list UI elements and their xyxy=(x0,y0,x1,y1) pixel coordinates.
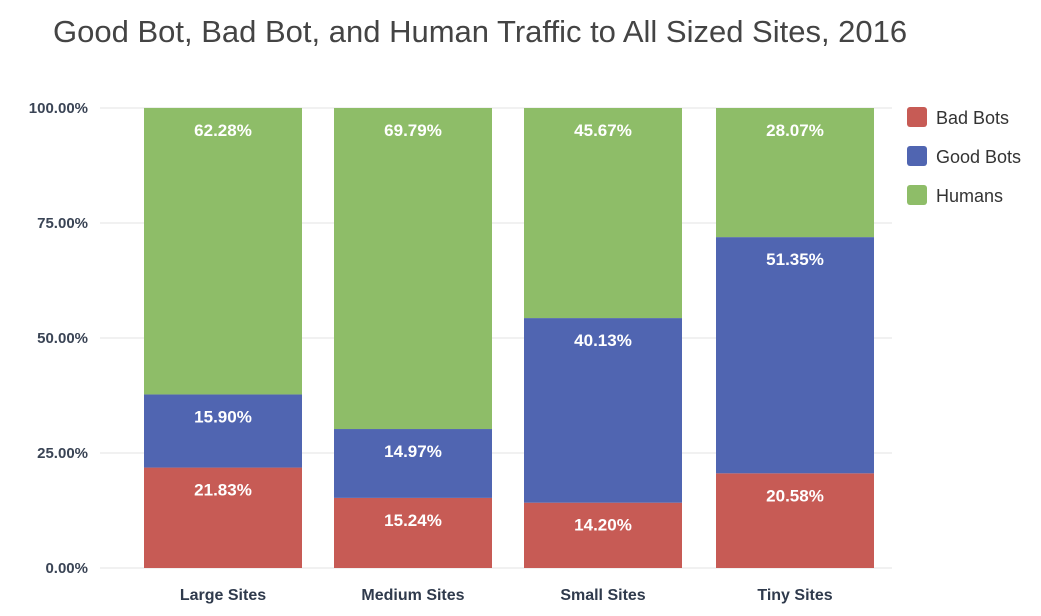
data-label: 51.35% xyxy=(766,250,824,269)
bar-segment xyxy=(524,318,682,503)
y-tick-label: 25.00% xyxy=(37,445,88,462)
bars xyxy=(144,107,874,568)
y-tick-label: 0.00% xyxy=(45,560,88,577)
data-label: 69.79% xyxy=(384,121,442,140)
data-label: 14.20% xyxy=(574,516,632,535)
x-category-label: Tiny Sites xyxy=(757,587,832,604)
legend-label: Good Bots xyxy=(936,147,1021,167)
data-label: 40.13% xyxy=(574,331,632,350)
data-label: 20.58% xyxy=(766,486,824,505)
data-label: 15.24% xyxy=(384,511,442,530)
bar-segment xyxy=(716,473,874,568)
bar-segment xyxy=(144,107,302,395)
data-label: 45.67% xyxy=(574,121,632,140)
data-label: 62.28% xyxy=(194,121,252,140)
legend-label: Humans xyxy=(936,186,1003,206)
legend: Bad Bots Good Bots Humans xyxy=(907,107,1021,206)
data-label: 21.83% xyxy=(194,481,252,500)
chart-title: Good Bot, Bad Bot, and Human Traffic to … xyxy=(53,14,908,49)
bar-segment xyxy=(334,497,492,568)
bar-segment xyxy=(524,502,682,568)
legend-swatch xyxy=(907,146,927,166)
x-axis-categories: Large Sites Medium Sites Small Sites Tiny S… xyxy=(180,587,833,604)
x-category-label: Medium Sites xyxy=(361,587,464,604)
bar-segment xyxy=(716,108,874,238)
legend-swatch xyxy=(907,185,927,205)
bar-segment xyxy=(334,108,492,430)
y-tick-label: 100.00% xyxy=(29,100,88,117)
legend-label: Bad Bots xyxy=(936,108,1009,128)
data-label: 15.90% xyxy=(194,407,252,426)
y-tick-label: 75.00% xyxy=(37,215,88,232)
bar-segment xyxy=(524,108,682,319)
data-labels: 21.83% 15.90% 62.28% 15.24% 14.97% 69.79% 14.2… xyxy=(194,121,824,535)
x-category-label: Small Sites xyxy=(560,587,645,604)
bar-segment xyxy=(144,467,302,568)
y-axis-ticks: 0.00% 25.00% 50.00% 75.00% 100.00% xyxy=(29,100,88,577)
legend-swatch xyxy=(907,107,927,127)
bar-segment xyxy=(144,394,302,468)
data-label: 28.07% xyxy=(766,121,824,140)
data-label: 14.97% xyxy=(384,442,442,461)
x-category-label: Large Sites xyxy=(180,587,266,604)
y-tick-label: 50.00% xyxy=(37,330,88,347)
bar-segment xyxy=(334,429,492,498)
bar-segment xyxy=(716,237,874,474)
